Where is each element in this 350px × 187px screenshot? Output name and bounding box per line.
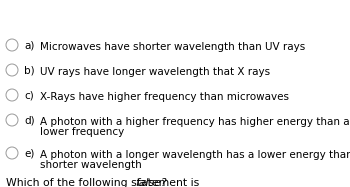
Text: A photon with a higher frequency has higher energy than a photon with a: A photon with a higher frequency has hig… <box>40 117 350 127</box>
Text: shorter wavelength: shorter wavelength <box>40 160 142 170</box>
Text: lower frequency: lower frequency <box>40 127 124 137</box>
Text: UV rays have longer wavelength that X rays: UV rays have longer wavelength that X ra… <box>40 67 270 77</box>
Text: Microwaves have shorter wavelength than UV rays: Microwaves have shorter wavelength than … <box>40 42 305 52</box>
Text: b): b) <box>24 65 35 75</box>
Text: d): d) <box>24 115 35 125</box>
Text: A photon with a longer wavelength has a lower energy than a photon with a: A photon with a longer wavelength has a … <box>40 150 350 160</box>
Text: e): e) <box>24 148 34 158</box>
Text: a): a) <box>24 40 34 50</box>
Text: false?: false? <box>135 178 167 187</box>
Text: X-Rays have higher frequency than microwaves: X-Rays have higher frequency than microw… <box>40 92 289 102</box>
Text: c): c) <box>24 90 34 100</box>
Text: Which of the following statement is: Which of the following statement is <box>6 178 203 187</box>
